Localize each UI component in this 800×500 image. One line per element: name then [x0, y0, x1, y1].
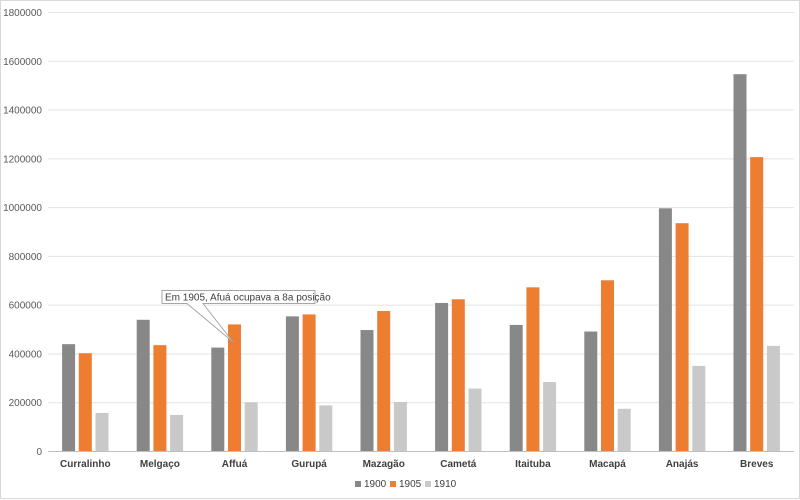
bar-1905 — [526, 287, 540, 451]
bars — [62, 74, 780, 452]
x-category-label: Affuá — [222, 459, 248, 470]
legend-swatch — [355, 481, 361, 487]
legend: 1900 1905 1910 — [355, 479, 457, 490]
callout-shape — [161, 290, 316, 343]
y-tick-label: 1000000 — [3, 203, 42, 214]
y-tick-label: 800000 — [9, 252, 43, 263]
bar-1905 — [153, 345, 167, 451]
bar-1910 — [393, 401, 407, 451]
y-tick-label: 400000 — [9, 349, 43, 360]
bar-1910 — [95, 412, 109, 451]
x-category-label: Gurupá — [291, 459, 327, 470]
bar-1900 — [584, 331, 598, 451]
legend-label: 1900 — [364, 479, 387, 490]
bar-1900 — [435, 302, 449, 451]
x-axis: Curralinho Melgaço Affuá Gurupá Mazagão Camet… — [60, 459, 774, 470]
bar-1905 — [377, 311, 391, 451]
bar-1910 — [319, 405, 333, 451]
x-category-label: Curralinho — [60, 459, 111, 470]
annotation-callout: Em 1905, Afuá ocupava a 8a posição — [161, 290, 331, 343]
legend-swatch — [390, 481, 396, 487]
y-tick-label: 200000 — [9, 398, 43, 409]
bar-1900 — [62, 344, 76, 451]
bar-1905 — [228, 324, 241, 451]
legend-swatch — [425, 481, 431, 487]
y-axis: 0 200000 400000 600000 800000 1000000 1200000 1… — [3, 8, 42, 458]
y-tick-label: 1600000 — [3, 57, 42, 68]
x-category-label: Mazagão — [363, 459, 405, 470]
y-tick-label: 1400000 — [3, 106, 42, 117]
x-category-label: Melgaço — [140, 459, 180, 470]
bar-1910 — [468, 388, 482, 451]
x-category-label: Cametá — [440, 459, 477, 470]
y-tick-label: 0 — [36, 447, 42, 458]
bar-1900 — [360, 330, 374, 451]
bar-1910 — [244, 402, 258, 451]
legend-label: 1910 — [434, 479, 457, 490]
bar-1900 — [211, 347, 225, 451]
bar-1905 — [601, 280, 614, 451]
x-category-label: Macapá — [589, 459, 626, 470]
x-category-label: Breves — [740, 459, 774, 470]
y-tick-label: 1800000 — [3, 8, 42, 19]
callout-text: Em 1905, Afuá ocupava a 8a posição — [165, 293, 331, 304]
gridlines — [48, 12, 794, 452]
bar-1905 — [302, 314, 316, 451]
bar-1905 — [750, 157, 764, 451]
bar-1900 — [285, 316, 299, 451]
bar-1910 — [766, 345, 780, 451]
bar-1905 — [675, 223, 689, 451]
bar-1905 — [451, 299, 465, 451]
bar-1910 — [617, 408, 631, 451]
bar-1900 — [733, 74, 747, 452]
x-category-label: Anajás — [666, 459, 699, 470]
bar-1900 — [658, 208, 672, 451]
y-tick-label: 600000 — [9, 301, 43, 312]
bar-1905 — [78, 353, 92, 451]
x-category-label: Itaituba — [515, 459, 551, 470]
bar-1900 — [136, 319, 150, 451]
bar-1910 — [543, 381, 557, 451]
legend-label: 1905 — [399, 479, 422, 490]
y-tick-label: 1200000 — [3, 154, 42, 165]
bar-1910 — [170, 414, 184, 451]
bar-1900 — [509, 324, 523, 451]
bar-1910 — [692, 365, 706, 451]
